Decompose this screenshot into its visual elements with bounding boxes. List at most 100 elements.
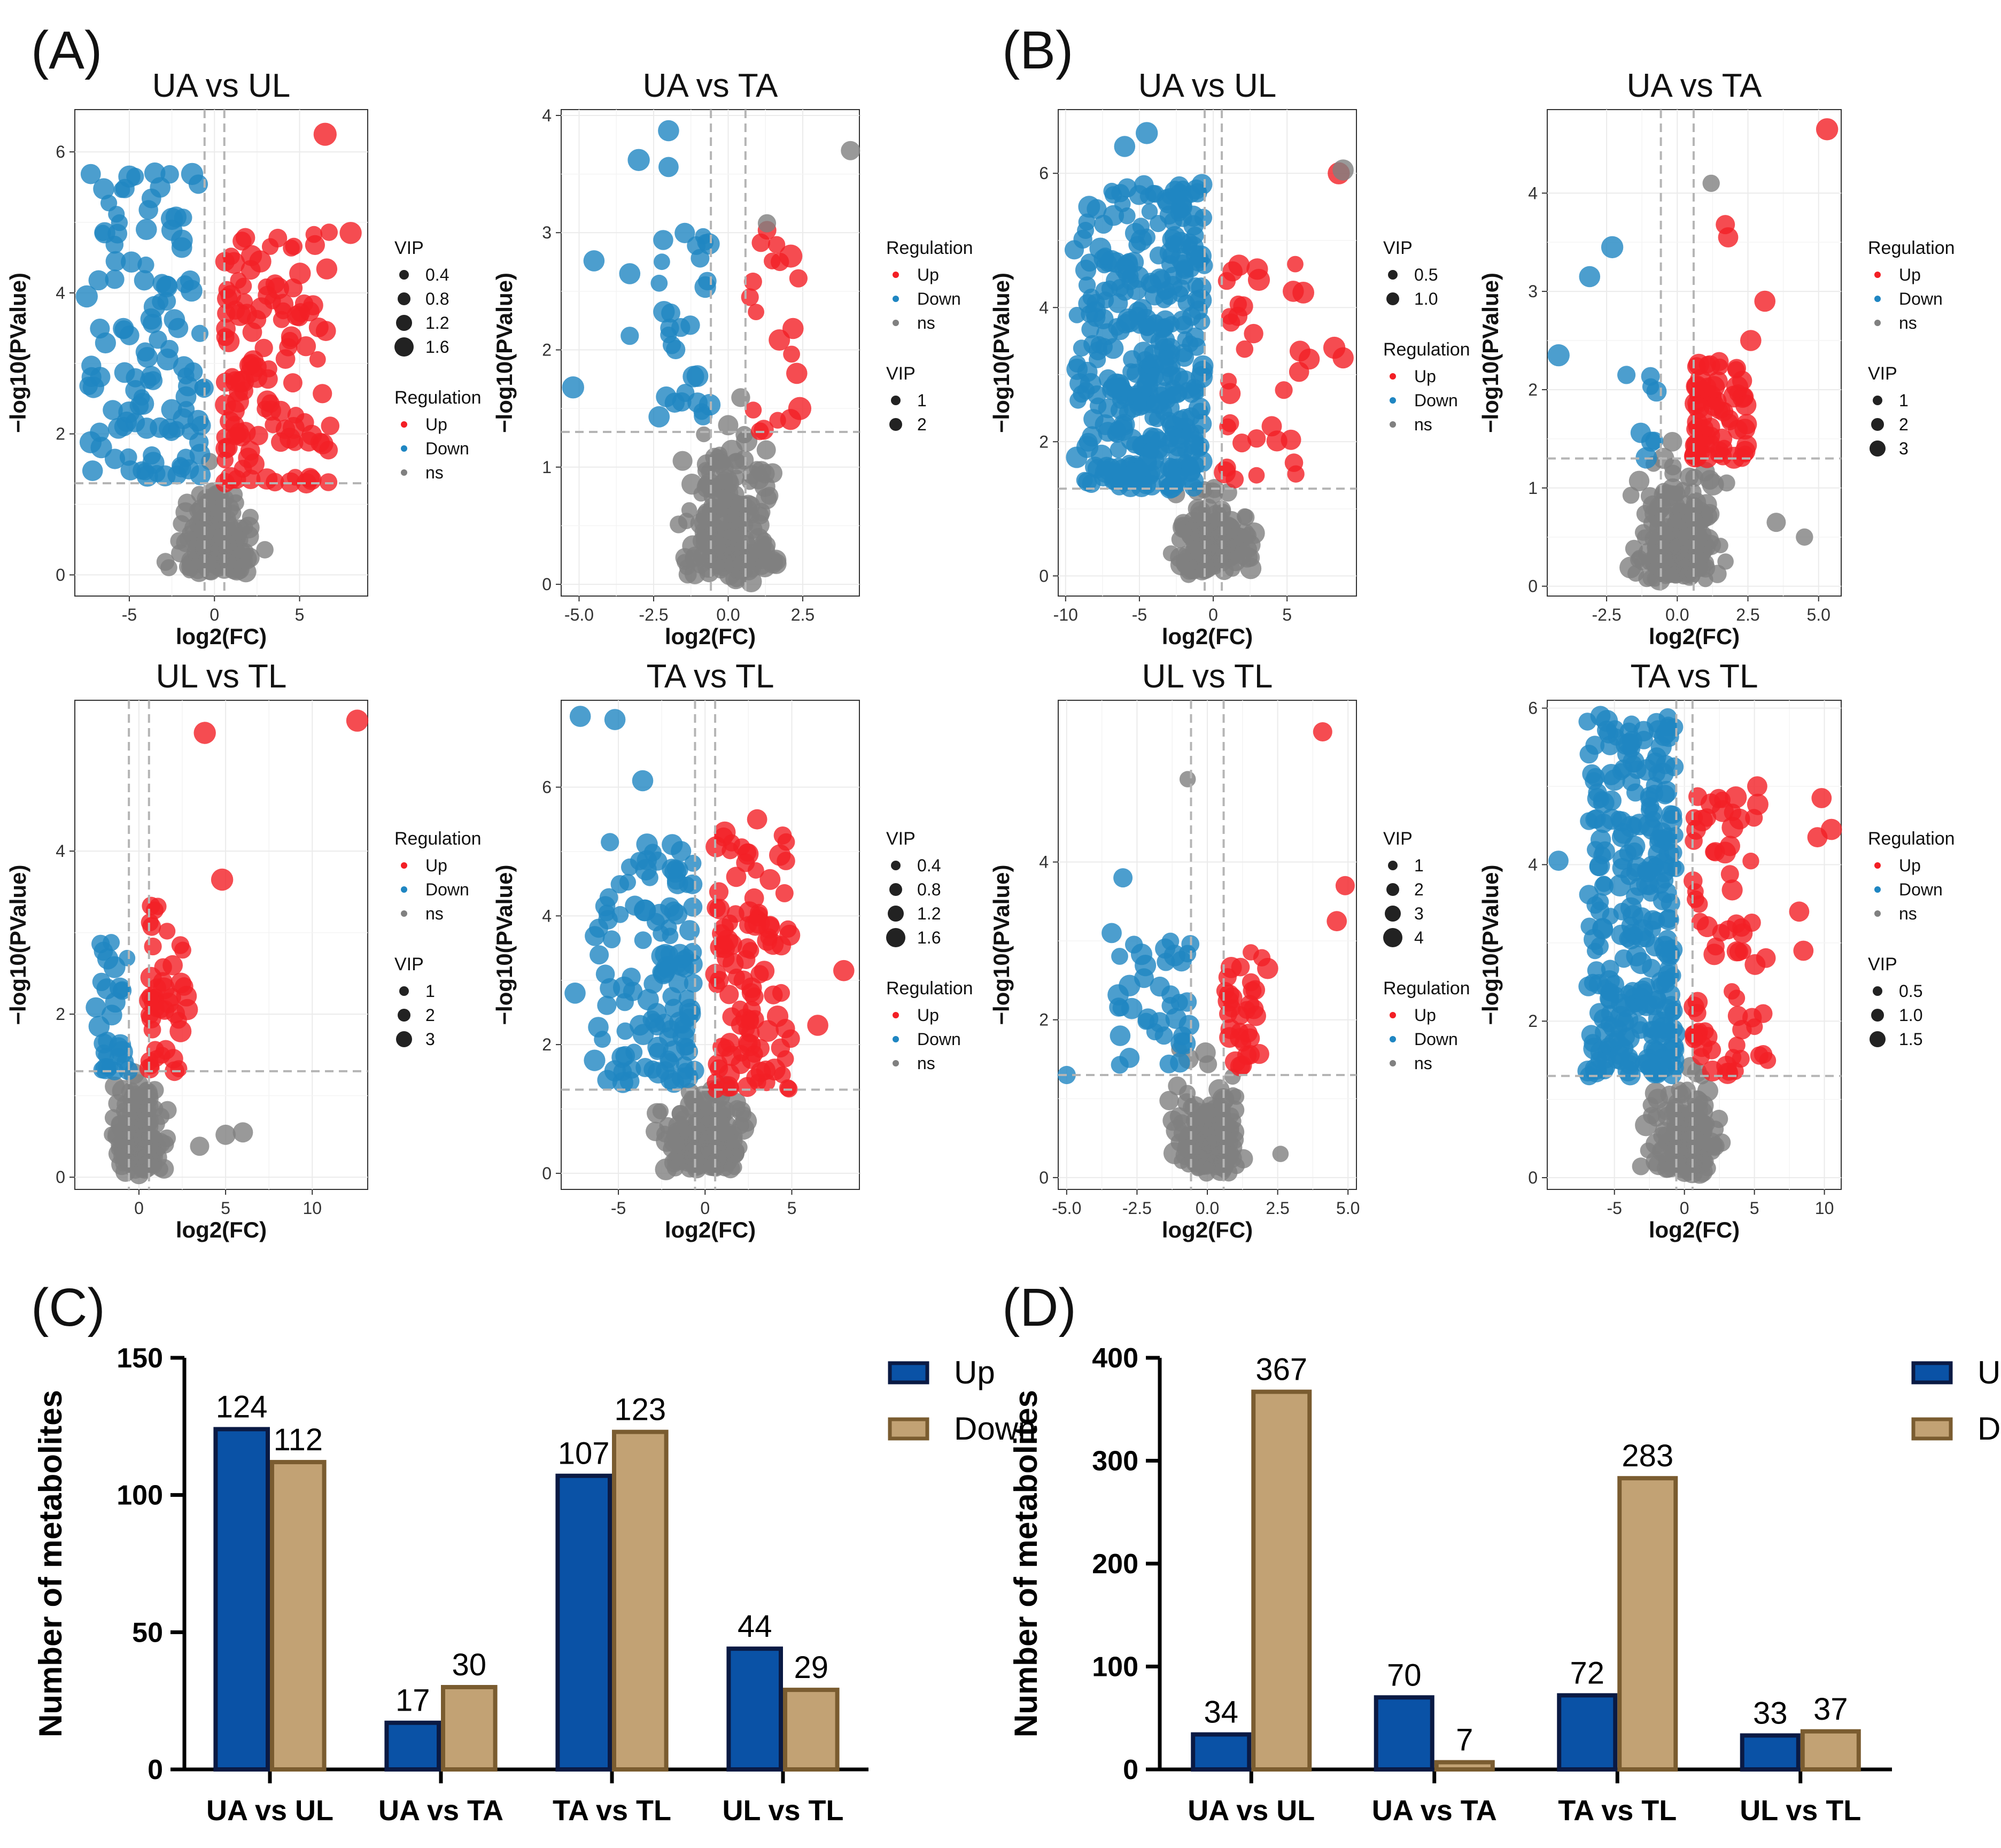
legend-ns-marker: [1874, 320, 1881, 326]
data-point-up: [779, 1079, 797, 1097]
data-point-ns: [232, 1122, 253, 1143]
data-point-down: [621, 327, 639, 345]
bar-up: [1374, 1695, 1434, 1772]
data-point-down: [1640, 801, 1658, 818]
legend-ns-marker: [1390, 1060, 1396, 1066]
legend-ns-marker: [1390, 421, 1396, 428]
x-tick-label: 2.5: [1266, 1199, 1289, 1218]
data-point-down: [105, 251, 126, 272]
legend-up-label: Up: [954, 1355, 995, 1390]
data-point-ns: [1272, 1146, 1289, 1162]
data-point-down: [191, 415, 211, 436]
data-point-down: [191, 324, 209, 342]
data-point-down: [1600, 736, 1620, 755]
y-tick-label: 400: [1092, 1343, 1138, 1374]
data-point-up: [1244, 323, 1263, 344]
data-point-up: [1718, 227, 1739, 248]
data-point-down: [1593, 1009, 1614, 1029]
data-point-ns: [668, 1115, 689, 1137]
data-point-up: [1289, 361, 1309, 382]
y-tick-label: 0: [1039, 1168, 1049, 1187]
data-point-down: [80, 164, 101, 184]
data-point-down: [684, 973, 703, 993]
legend-up-marker: [401, 862, 407, 869]
data-point-down: [1146, 314, 1164, 331]
data-point-up: [1247, 268, 1270, 291]
data-point-up: [227, 470, 246, 489]
legend-vip-title: VIP: [1868, 954, 1897, 975]
x-tick-label: 5: [295, 605, 305, 624]
legend-vip-size-marker: [399, 986, 409, 996]
data-point-up: [1335, 876, 1355, 895]
legend-vip-level: 1: [1414, 856, 1424, 875]
data-point-up: [1228, 254, 1250, 276]
data-point-up: [1219, 418, 1237, 436]
data-point-down: [1170, 204, 1188, 222]
data-point-down: [590, 945, 609, 965]
x-tick-label: 0.0: [716, 605, 740, 624]
data-point-up: [249, 426, 268, 445]
y-tick-label: 4: [56, 283, 65, 303]
data-point-down: [118, 165, 141, 188]
legend-regulation-title: Regulation: [1868, 829, 1955, 849]
legend-vip-size-marker: [891, 396, 901, 405]
legend-vip-title: VIP: [886, 364, 916, 384]
legend-vip-level: 1: [425, 981, 435, 1001]
x-tick-label: -2.5: [1592, 605, 1621, 624]
y-tick-label: 4: [542, 106, 552, 125]
bar-value-label: 17: [395, 1683, 430, 1718]
data-point-down: [135, 342, 155, 362]
legend-vip-size-marker: [396, 315, 412, 331]
data-point-ns: [256, 541, 274, 559]
legend-vip-size-marker: [1873, 986, 1882, 996]
data-point-down: [648, 406, 670, 428]
data-point-down: [1590, 706, 1611, 726]
legend-vip-level: 0.4: [917, 856, 941, 875]
data-point-down: [635, 1058, 655, 1077]
y-tick-label: 2: [1039, 432, 1049, 451]
data-point-up: [313, 384, 332, 404]
data-point-down: [1152, 269, 1172, 289]
data-point-up: [744, 401, 762, 419]
x-tick-label: 5.0: [1336, 1199, 1360, 1218]
legend-vip-title: VIP: [1383, 238, 1413, 258]
x-tick-label: -5: [122, 605, 137, 624]
data-point-down: [1656, 883, 1677, 903]
data-point-down: [1161, 985, 1180, 1004]
data-point-up: [769, 844, 791, 866]
legend-down-marker: [1874, 296, 1881, 302]
data-point-down: [1098, 461, 1118, 480]
data-point-down: [134, 270, 154, 291]
data-point-up: [1219, 1027, 1240, 1048]
data-point-ns: [1162, 545, 1179, 562]
bar-up: [726, 1646, 784, 1772]
data-point-up: [773, 826, 792, 845]
data-point-up: [174, 977, 193, 996]
data-point-ns: [655, 1158, 677, 1180]
data-point-down: [114, 362, 135, 383]
data-point-down: [1080, 253, 1099, 272]
data-point-up: [308, 318, 329, 337]
x-tick-label: 0: [700, 1199, 710, 1218]
data-point-up: [144, 937, 162, 956]
bar-value-label: 112: [274, 1422, 323, 1457]
data-point-up: [193, 722, 216, 744]
plot-title: UL vs TL: [1142, 658, 1273, 695]
x-tick-label: 2.5: [1736, 605, 1759, 624]
data-point-down: [181, 163, 204, 185]
data-point-down: [1083, 409, 1104, 429]
data-point-down: [1645, 431, 1664, 450]
data-point-down: [1165, 235, 1183, 253]
legend-vip-level: 1.2: [917, 904, 941, 923]
legend-up-marker: [893, 272, 899, 278]
data-point-down: [75, 285, 98, 308]
data-point-ns: [104, 1109, 122, 1127]
data-point-down: [1160, 477, 1177, 494]
data-point-ns: [242, 508, 259, 525]
data-point-down: [1612, 858, 1633, 878]
data-point-down: [1078, 196, 1100, 218]
data-point-down: [90, 319, 110, 339]
data-point-up: [289, 262, 311, 284]
panel-label-d: (D): [1002, 1278, 1076, 1337]
